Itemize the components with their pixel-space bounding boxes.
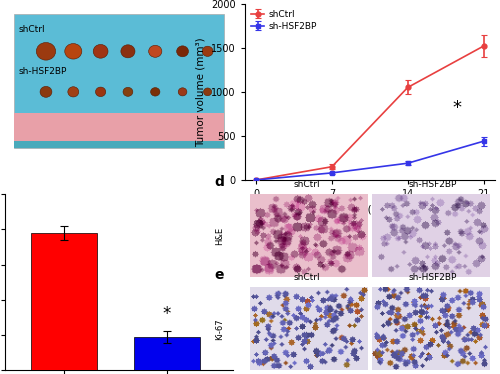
Bar: [14, 113, 224, 148]
Ellipse shape: [121, 45, 135, 58]
Text: e: e: [214, 268, 224, 282]
X-axis label: Time (days): Time (days): [339, 205, 400, 215]
Y-axis label: Tumor volume (mm³): Tumor volume (mm³): [196, 37, 205, 147]
Bar: [14, 14, 224, 148]
Legend: shCtrl, sh-HSF2BP: shCtrl, sh-HSF2BP: [249, 8, 318, 33]
Text: H&E: H&E: [216, 227, 224, 245]
Bar: [30, 233, 97, 370]
Text: shCtrl: shCtrl: [18, 25, 46, 34]
Bar: [134, 337, 200, 370]
Text: sh-HSF2BP: sh-HSF2BP: [408, 180, 457, 189]
Ellipse shape: [148, 45, 162, 57]
Ellipse shape: [150, 88, 160, 96]
Ellipse shape: [96, 87, 106, 96]
Text: Ki-67: Ki-67: [216, 318, 224, 340]
Text: sh-HSF2BP: sh-HSF2BP: [408, 273, 457, 282]
Text: sh-HSF2BP: sh-HSF2BP: [18, 67, 67, 76]
Text: *: *: [452, 99, 461, 117]
Ellipse shape: [204, 88, 212, 96]
Text: *: *: [162, 305, 170, 323]
Ellipse shape: [93, 45, 108, 58]
Ellipse shape: [65, 43, 82, 59]
Text: shCtrl: shCtrl: [294, 273, 320, 282]
Ellipse shape: [176, 46, 188, 57]
Ellipse shape: [36, 43, 56, 60]
Ellipse shape: [40, 86, 52, 97]
Ellipse shape: [123, 88, 133, 96]
Text: d: d: [214, 175, 224, 189]
Bar: [14, 141, 224, 148]
Text: a: a: [2, 0, 12, 2]
Ellipse shape: [178, 88, 187, 96]
Ellipse shape: [202, 46, 213, 56]
Text: shCtrl: shCtrl: [294, 180, 320, 189]
Ellipse shape: [68, 87, 79, 97]
